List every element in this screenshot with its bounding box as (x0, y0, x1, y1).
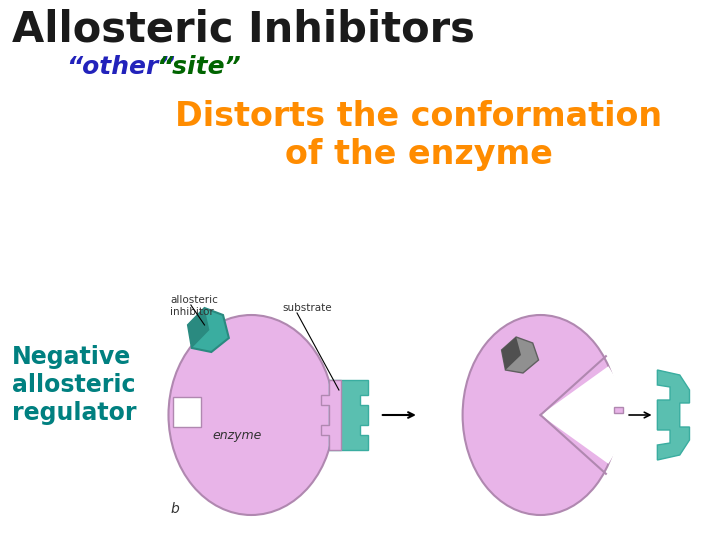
Ellipse shape (168, 315, 334, 515)
Wedge shape (541, 366, 624, 464)
Text: “other”: “other” (66, 55, 175, 79)
Polygon shape (502, 337, 521, 370)
Polygon shape (329, 380, 368, 450)
Polygon shape (174, 397, 201, 427)
Polygon shape (188, 308, 210, 348)
Text: Negative
allosteric
regulator: Negative allosteric regulator (12, 345, 136, 424)
Polygon shape (321, 380, 341, 450)
Ellipse shape (462, 315, 618, 515)
Text: Allosteric Inhibitors: Allosteric Inhibitors (12, 8, 474, 50)
Text: allosteric
inhibitor: allosteric inhibitor (171, 295, 218, 316)
Text: Distorts the conformation: Distorts the conformation (175, 100, 662, 133)
Text: b: b (171, 502, 179, 516)
Text: of the enzyme: of the enzyme (285, 138, 553, 171)
Text: substrate: substrate (282, 303, 332, 313)
Polygon shape (188, 308, 229, 352)
Polygon shape (502, 337, 539, 373)
Text: “site”: “site” (156, 55, 240, 79)
Polygon shape (613, 407, 624, 413)
Text: enzyme: enzyme (212, 429, 261, 442)
Polygon shape (657, 370, 690, 460)
